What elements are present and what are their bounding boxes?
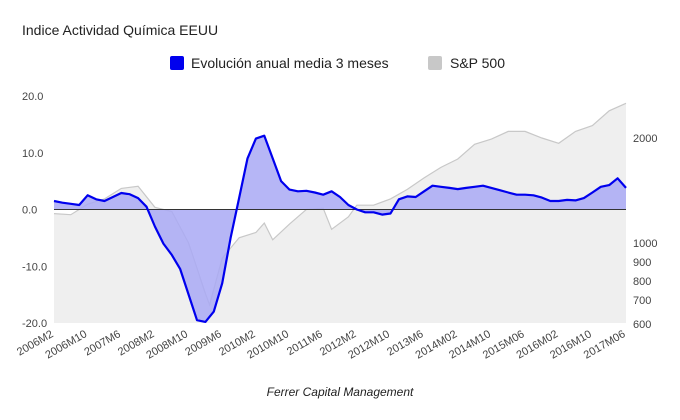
x-axis: 2006M22006M102007M62008M22008M102009M620…	[15, 328, 627, 361]
legend-label-evolucion: Evolución anual media 3 meses	[191, 55, 389, 71]
series-sp500-area	[54, 103, 626, 323]
legend-label-sp500: S&P 500	[450, 55, 505, 71]
y-left-tick-label: -20.0	[22, 318, 47, 330]
x-tick-label: 2007M6	[82, 328, 122, 358]
plot-area	[53, 102, 627, 323]
y-right-tick-label: 700	[633, 295, 651, 307]
y-right-tick-label: 900	[633, 257, 651, 269]
y-right-tick-label: 600	[633, 319, 651, 331]
legend-swatch-evolucion	[170, 56, 184, 70]
legend: Evolución anual media 3 meses S&P 500	[170, 55, 505, 71]
x-tick-label: 2009M6	[183, 328, 223, 358]
y-left-tick-label: 10.0	[22, 148, 43, 160]
y-axis-right: 2000 1000 900 800 700 600	[633, 133, 657, 331]
series-evolucion-line	[53, 134, 627, 323]
series-evolucion-area	[54, 135, 626, 322]
chart-caption: Ferrer Capital Management	[267, 385, 414, 399]
y-left-tick-label: -10.0	[22, 261, 47, 273]
series-sp500-line	[53, 102, 627, 307]
y-right-tick-label: 800	[633, 276, 651, 288]
y-left-tick-label: 20.0	[22, 91, 43, 103]
y-left-tick-label: 0.0	[22, 205, 37, 217]
y-axis-left: 20.0 10.0 0.0 -10.0 -20.0	[22, 91, 47, 330]
chart-title: Indice Actividad Química EEUU	[22, 22, 218, 38]
x-tick-label: 2011M6	[285, 328, 325, 358]
y-right-tick-label: 1000	[633, 238, 657, 250]
legend-swatch-sp500	[428, 56, 442, 70]
y-right-tick-label: 2000	[633, 133, 657, 145]
